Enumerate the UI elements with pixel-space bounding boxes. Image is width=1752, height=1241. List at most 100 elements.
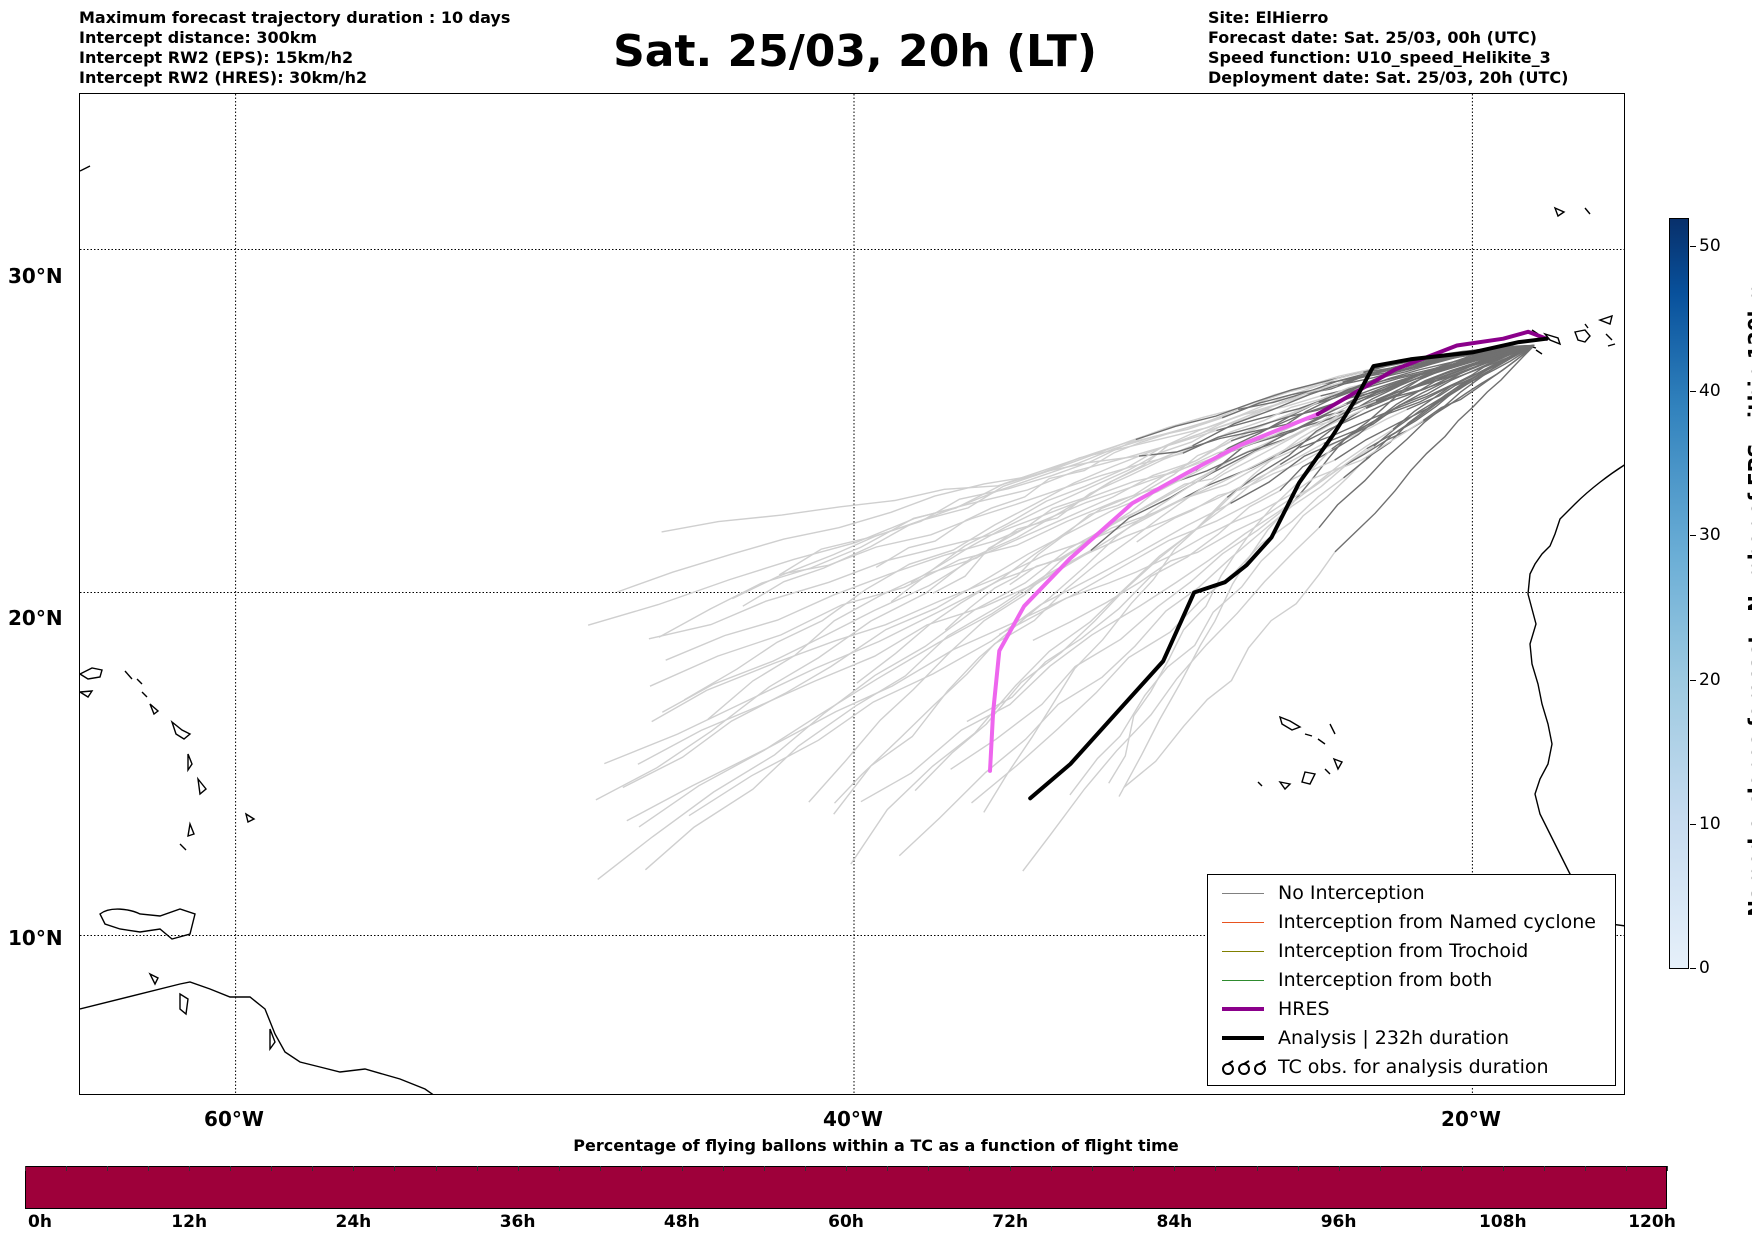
eps-trajectory-light (1123, 551, 1336, 789)
eps-trajectory-light (944, 405, 1309, 631)
info-max-duration: Maximum forecast trajectory duration : 1… (79, 8, 511, 27)
map-panel[interactable] (79, 93, 1625, 1095)
legend-item-both: Interception from both (1216, 966, 1616, 994)
lat-label-20n: 20°N (8, 606, 63, 630)
colorbar-tick (1690, 535, 1696, 536)
percent-bar-tick (681, 1166, 683, 1171)
eps-trajectory-dark (1334, 345, 1535, 553)
info-intercept-eps: Intercept RW2 (EPS): 15km/h2 (79, 48, 354, 67)
percent-bar-label: 120h (1628, 1212, 1676, 1232)
eps-trajectory-dark (1346, 344, 1535, 405)
eps-trajectory-light (833, 469, 1216, 815)
eps-trajectory-light (1022, 527, 1320, 872)
percent-bar-label: 60h (828, 1212, 864, 1232)
legend-item-trochoid: Interception from Trochoid (1216, 937, 1616, 965)
lat-label-30n: 30°N (8, 264, 63, 288)
map-legend: No Interception Interception from Named … (1207, 874, 1616, 1086)
legend-label: Interception from Trochoid (1278, 940, 1529, 962)
eps-trajectory-light (983, 404, 1354, 813)
eps-trajectory-light (808, 469, 1196, 803)
eps-trajectory-light (890, 370, 1400, 603)
percent-bar-tick (846, 1166, 847, 1171)
eps-trajectory-light (661, 440, 1232, 713)
percent-bar-tick (1051, 1166, 1053, 1171)
percent-bar-tick (558, 1166, 560, 1171)
legend-label: HRES (1278, 998, 1330, 1020)
legend-line-icon (1222, 1036, 1264, 1040)
eps-trajectory-light (683, 384, 1338, 701)
percent-bar-tick (969, 1166, 971, 1171)
percent-bar-label: 108h (1479, 1212, 1527, 1232)
percent-bar-tick (1461, 1166, 1463, 1171)
percent-bar-label: 24h (335, 1212, 372, 1232)
eps-trajectory-light (1032, 419, 1424, 642)
map-canvas (80, 94, 1624, 1094)
percent-bar-tick (66, 1166, 68, 1171)
percent-bar-tick (517, 1166, 519, 1171)
percent-bar-tick (1092, 1166, 1094, 1171)
percent-bar-tick (1297, 1166, 1299, 1171)
colorbar-label-0: 0 (1699, 958, 1710, 978)
legend-line-icon (1222, 922, 1264, 923)
percent-bar-tick (1133, 1166, 1135, 1171)
colorbar-tick (1690, 968, 1696, 969)
percent-bar-label: 96h (1320, 1212, 1357, 1232)
percent-bar-tick (271, 1166, 273, 1171)
percent-bar-label: 72h (992, 1212, 1029, 1232)
legend-item-named-cyclone: Interception from Named cyclone (1216, 908, 1616, 936)
eps-trajectory-light (1136, 408, 1407, 543)
eps-trajectory-light (658, 438, 1137, 638)
legend-label: Analysis | 232h duration (1278, 1027, 1510, 1049)
colorbar-tick (1690, 246, 1696, 247)
legend-label: TC obs. for analysis duration (1278, 1056, 1549, 1078)
eps-trajectory-light (649, 485, 1165, 687)
percent-bar-tick (1502, 1166, 1504, 1171)
percent-bar-tick (1338, 1166, 1340, 1171)
legend-line-icon (1222, 893, 1264, 894)
page-title: Sat. 25/03, 20h (LT) (613, 26, 1097, 77)
percent-bar-tick (599, 1166, 601, 1171)
percent-bar-tick (763, 1166, 765, 1171)
coastlines (80, 165, 1624, 1094)
percent-bar-tick (25, 1166, 26, 1171)
eps-trajectory-light (860, 448, 1368, 803)
legend-label: Interception from both (1278, 969, 1493, 991)
eps-trajectory-light (782, 452, 1183, 575)
colorbar-tick (1690, 391, 1696, 392)
eps-trajectories (587, 344, 1535, 880)
eps-trajectory-light (731, 368, 1372, 600)
colorbar-label-10: 10 (1699, 814, 1721, 834)
percent-bar-tick (887, 1166, 889, 1171)
percent-bar-tick (1215, 1166, 1217, 1171)
legend-item-hres: HRES (1216, 995, 1616, 1023)
eps-trajectory-light (638, 407, 1367, 828)
eps-trajectory-light (626, 459, 1335, 822)
info-left: Maximum forecast trajectory duration : 1… (79, 8, 510, 88)
info-site: Site: ElHierro (1208, 8, 1329, 27)
colorbar-label-20: 20 (1699, 670, 1721, 690)
percent-bar-tick (1010, 1166, 1012, 1171)
percent-bar-label: 36h (499, 1212, 536, 1232)
hres-trajectory (988, 329, 1549, 773)
percent-bar-tick (435, 1166, 437, 1171)
percent-bar-tick (107, 1166, 109, 1171)
legend-item-analysis: Analysis | 232h duration (1216, 1024, 1616, 1052)
eps-trajectory-dark (1230, 344, 1535, 442)
cyclone-symbol-icon (1222, 1060, 1266, 1075)
percent-bar-tick (1584, 1166, 1586, 1171)
legend-line-icon (1222, 951, 1264, 952)
info-intercept-distance: Intercept distance: 300km (79, 28, 318, 47)
legend-item-no-interception: No Interception (1216, 879, 1616, 907)
percent-bar-tick (312, 1166, 314, 1171)
legend-label: No Interception (1278, 882, 1425, 904)
eps-trajectory-dark (1138, 344, 1535, 457)
eps-trajectory-light (966, 490, 1281, 723)
eps-trajectory-dark (1163, 344, 1535, 487)
percent-bar-tick (640, 1166, 642, 1171)
eps-trajectory-light (661, 455, 1140, 533)
colorbar-tick (1690, 680, 1696, 681)
eps-trajectory-light (707, 381, 1343, 720)
percent-bar-tick (1667, 1166, 1668, 1171)
hres-trajectory-early (1315, 329, 1549, 417)
colorbar-label-40: 40 (1699, 381, 1721, 401)
